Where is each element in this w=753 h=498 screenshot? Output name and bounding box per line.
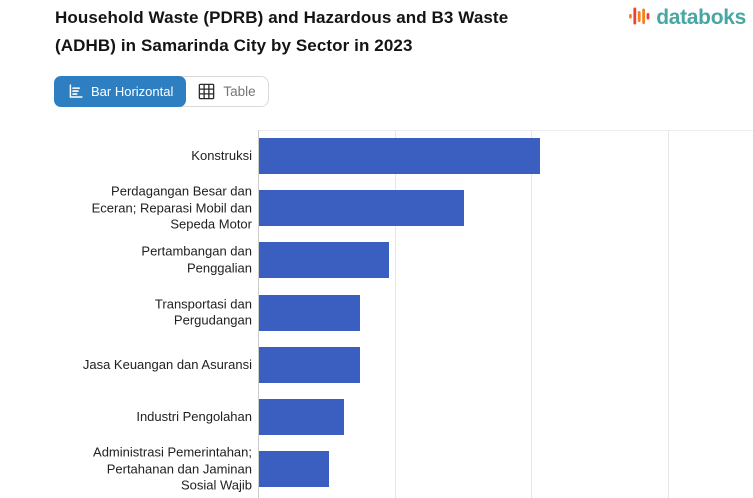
category-label: Administrasi Pemerintahan; Pertahanan da… [93, 444, 252, 493]
y-axis-line [258, 130, 259, 498]
bar[interactable] [259, 346, 360, 383]
databoks-logo-text: databoks [656, 5, 746, 29]
gridline [667, 130, 669, 498]
bar-horizontal-icon [69, 84, 83, 98]
gridline [531, 130, 532, 498]
plot-top-border [258, 130, 753, 131]
table-icon [199, 83, 215, 100]
gridline [394, 130, 396, 498]
category-label: Industri Pengolahan [136, 408, 252, 424]
bar[interactable] [259, 242, 389, 279]
toggle-table-button[interactable]: Table [185, 77, 267, 106]
databoks-logo[interactable]: databoks [629, 5, 746, 30]
category-label: Perdagangan Besar dan Eceran; Reparasi M… [91, 183, 252, 232]
category-label: Transportasi dan Pergudangan [154, 296, 252, 328]
view-toggle: Bar Horizontal Table [54, 76, 269, 107]
bar[interactable] [259, 294, 360, 331]
chart-title: Household Waste (PDRB) and Hazardous and… [55, 8, 509, 55]
category-label: Konstruksi [191, 147, 252, 163]
toggle-bar-horizontal-label: Bar Horizontal [91, 84, 174, 99]
bar[interactable] [259, 451, 329, 488]
toggle-table-label: Table [223, 84, 256, 99]
databoks-logo-icon [629, 7, 650, 25]
bar[interactable] [259, 399, 344, 435]
category-label: Jasa Keuangan dan Asuransi [82, 356, 252, 372]
bar[interactable] [259, 138, 541, 174]
toggle-bar-horizontal-button[interactable]: Bar Horizontal [54, 76, 187, 107]
bar[interactable] [259, 190, 464, 227]
category-label: Pertambangan dan Penggalian [141, 243, 252, 276]
chart-area: Konstruksi Perdagangan Besar dan Eceran; … [0, 130, 753, 498]
